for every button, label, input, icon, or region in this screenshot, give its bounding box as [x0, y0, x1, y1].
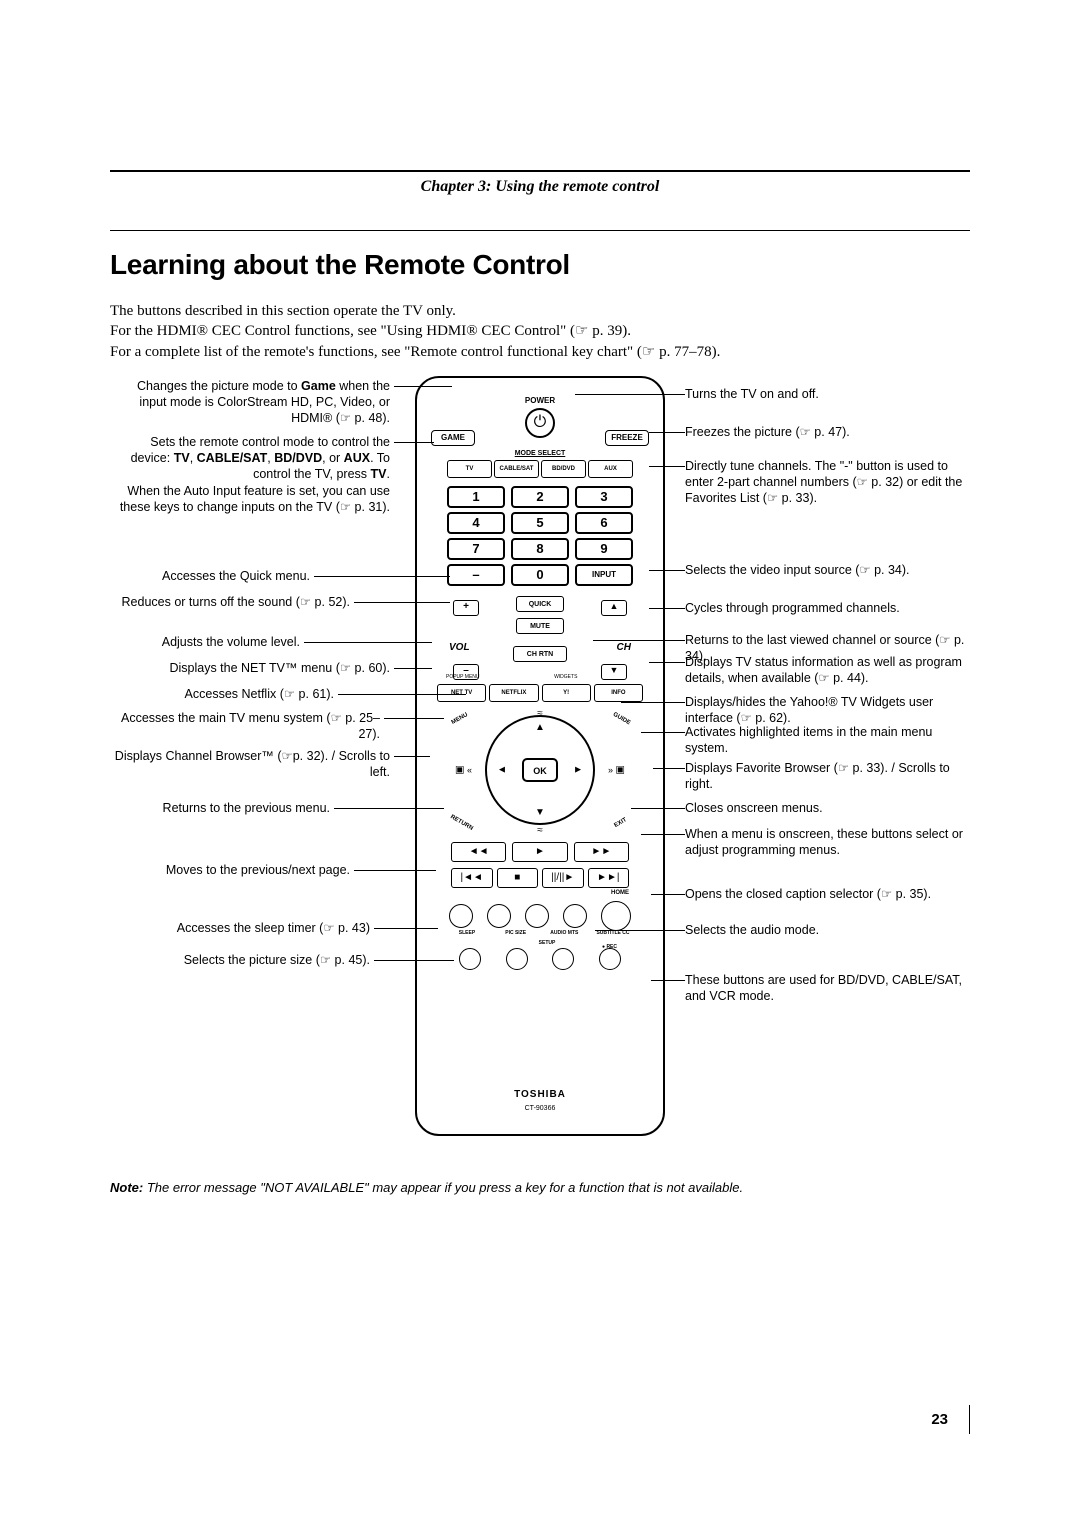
- transport-row-2: |◄◄■||/||►►►|: [451, 868, 629, 888]
- mode-cablesat: CABLE/SAT: [494, 460, 539, 478]
- rec-label: ● REC: [602, 944, 617, 950]
- power-button: [525, 408, 555, 438]
- key-5: 5: [511, 512, 569, 534]
- freeze-button: FREEZE: [605, 430, 649, 446]
- callout-right: Displays Favorite Browser (☞ p. 33). / S…: [685, 760, 965, 793]
- d-pad: ≈ MENU GUIDE RETURN EXIT OK ▲ ▼ ◄ ► ▣ « …: [455, 710, 625, 830]
- page-number: 23: [931, 1411, 948, 1428]
- channel-rocker: ▲ CH ▼: [589, 618, 639, 676]
- key-7: 7: [447, 538, 505, 560]
- callout-left: Returns to the previous menu.: [110, 800, 330, 816]
- ok-button: OK: [522, 758, 558, 782]
- callout-right: Displays TV status information as well a…: [685, 654, 965, 687]
- key-2: 2: [511, 486, 569, 508]
- function-labels-2: SETUP: [539, 940, 556, 946]
- game-button: GAME: [431, 430, 475, 446]
- note-text: Note: The error message "NOT AVAILABLE" …: [110, 1180, 970, 1195]
- callout-left: Accesses the Quick menu.: [110, 568, 310, 584]
- number-pad: 123 456 789 –0 INPUT: [447, 486, 633, 590]
- key-9: 9: [575, 538, 633, 560]
- callout-left: Accesses Netflix (☞ p. 61).: [110, 686, 334, 702]
- callout-right: Activates highlighted items in the main …: [685, 724, 965, 757]
- function-circles-2: [459, 948, 621, 970]
- callout-right: Cycles through programmed channels.: [685, 600, 965, 616]
- mode-bddvd: BD/DVD: [541, 460, 586, 478]
- volume-rocker: + VOL –: [441, 618, 491, 676]
- app-row: NET TVNETFLIXY!INFO: [437, 684, 643, 702]
- key-1: 1: [447, 486, 505, 508]
- callout-right: Turns the TV on and off.: [685, 386, 965, 402]
- chapter-title: Chapter 3: Using the remote control: [110, 178, 970, 196]
- key-input: INPUT: [575, 564, 633, 586]
- key-8: 8: [511, 538, 569, 560]
- callout-left: Displays Channel Browser™ (☞p. 32). / Sc…: [110, 748, 390, 781]
- callout-left: Accesses the main TV menu system (☞ p. 2…: [110, 710, 380, 743]
- model-label: CT-90366: [525, 1105, 556, 1112]
- home-label: HOME: [611, 890, 629, 896]
- callout-right: Selects the audio mode.: [685, 922, 965, 938]
- app-nettv: NET TV: [437, 684, 486, 702]
- callout-left: Sets the remote control mode to control …: [110, 434, 390, 515]
- key-6: 6: [575, 512, 633, 534]
- callout-left: Selects the picture size (☞ p. 45).: [110, 952, 370, 968]
- mode-select-label: MODE SELECT: [515, 450, 566, 457]
- callout-right: When a menu is onscreen, these buttons s…: [685, 826, 965, 859]
- callout-left: Moves to the previous/next page.: [110, 862, 350, 878]
- callout-right: These buttons are used for BD/DVD, CABLE…: [685, 972, 965, 1005]
- app-top-labels: POPUP MENUWIDGETS: [437, 674, 643, 680]
- callout-right: Freezes the picture (☞ p. 47).: [685, 424, 965, 440]
- key-4: 4: [447, 512, 505, 534]
- callout-right: Closes onscreen menus.: [685, 800, 965, 816]
- page-title: Learning about the Remote Control: [110, 249, 970, 281]
- callout-left: Reduces or turns off the sound (☞ p. 52)…: [110, 594, 350, 610]
- remote-diagram: POWER GAME FREEZE MODE SELECT TVCABLE/SA…: [110, 376, 970, 1156]
- key-3: 3: [575, 486, 633, 508]
- callout-left: Adjusts the volume level.: [110, 634, 300, 650]
- app-info: INFO: [594, 684, 643, 702]
- app-y: Y!: [542, 684, 591, 702]
- callout-left: Accesses the sleep timer (☞ p. 43): [110, 920, 370, 936]
- brand-label: TOSHIBA: [514, 1089, 566, 1100]
- transport-row-1: ◄◄►►►: [451, 842, 629, 862]
- callout-right: Selects the video input source (☞ p. 34)…: [685, 562, 965, 578]
- intro-text: The buttons described in this section op…: [110, 301, 970, 362]
- function-circles-1: [449, 904, 631, 931]
- mode-tv: TV: [447, 460, 492, 478]
- callout-right: Displays/hides the Yahoo!® TV Widgets us…: [685, 694, 965, 727]
- mode-row: TVCABLE/SATBD/DVDAUX: [447, 460, 633, 478]
- power-label: POWER: [525, 396, 555, 405]
- callout-right: Directly tune channels. The "-" button i…: [685, 458, 965, 507]
- key-0: 0: [511, 564, 569, 586]
- callout-left: Displays the NET TV™ menu (☞ p. 60).: [110, 660, 390, 676]
- mode-aux: AUX: [588, 460, 633, 478]
- remote-body: POWER GAME FREEZE MODE SELECT TVCABLE/SA…: [415, 376, 665, 1136]
- key-–: –: [447, 564, 505, 586]
- callout-right: Opens the closed caption selector (☞ p. …: [685, 886, 965, 902]
- app-netflix: NETFLIX: [489, 684, 538, 702]
- callout-left: Changes the picture mode to Game when th…: [110, 378, 390, 427]
